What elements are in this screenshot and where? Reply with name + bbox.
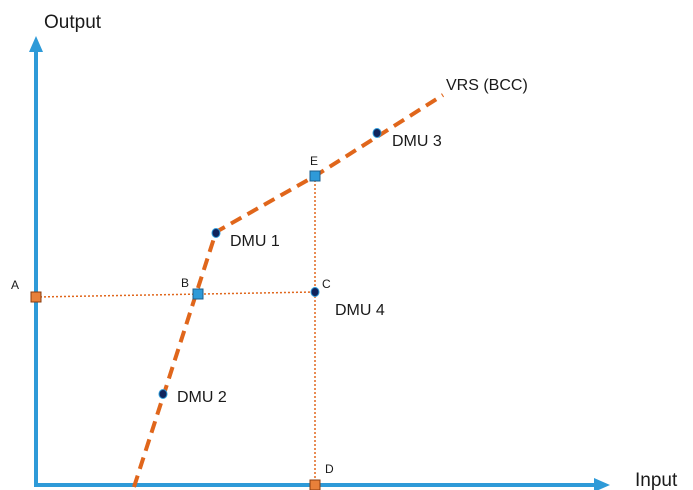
dmu1-dot — [211, 228, 221, 238]
frontier-label: VRS (BCC) — [446, 77, 528, 94]
point-b-marker — [192, 288, 204, 300]
point-d-marker — [309, 479, 321, 490]
y-axis-label: Output — [44, 12, 102, 33]
dmu2-dot — [158, 389, 168, 399]
dmu4-label: DMU 4 — [335, 302, 385, 319]
dmu3-label: DMU 3 — [392, 133, 442, 150]
point-a-label: A — [11, 278, 19, 292]
point-e-label: E — [310, 154, 318, 168]
point-c-label: C — [322, 277, 331, 291]
y-axis-arrowhead — [29, 36, 43, 52]
point-a-marker — [30, 291, 42, 303]
vrs-frontier-line — [132, 93, 445, 488]
x-axis-label: Input — [635, 470, 678, 490]
guide-line-a-to-c — [35, 291, 316, 298]
dmu1-label: DMU 1 — [230, 233, 280, 250]
point-b-label: B — [181, 276, 189, 290]
point-d-label: D — [325, 462, 334, 476]
point-e-marker — [309, 170, 321, 182]
dmu3-dot — [372, 128, 382, 138]
dmu2-label: DMU 2 — [177, 389, 227, 406]
dmu4-dot — [310, 287, 320, 297]
x-axis-arrowhead — [594, 478, 610, 490]
